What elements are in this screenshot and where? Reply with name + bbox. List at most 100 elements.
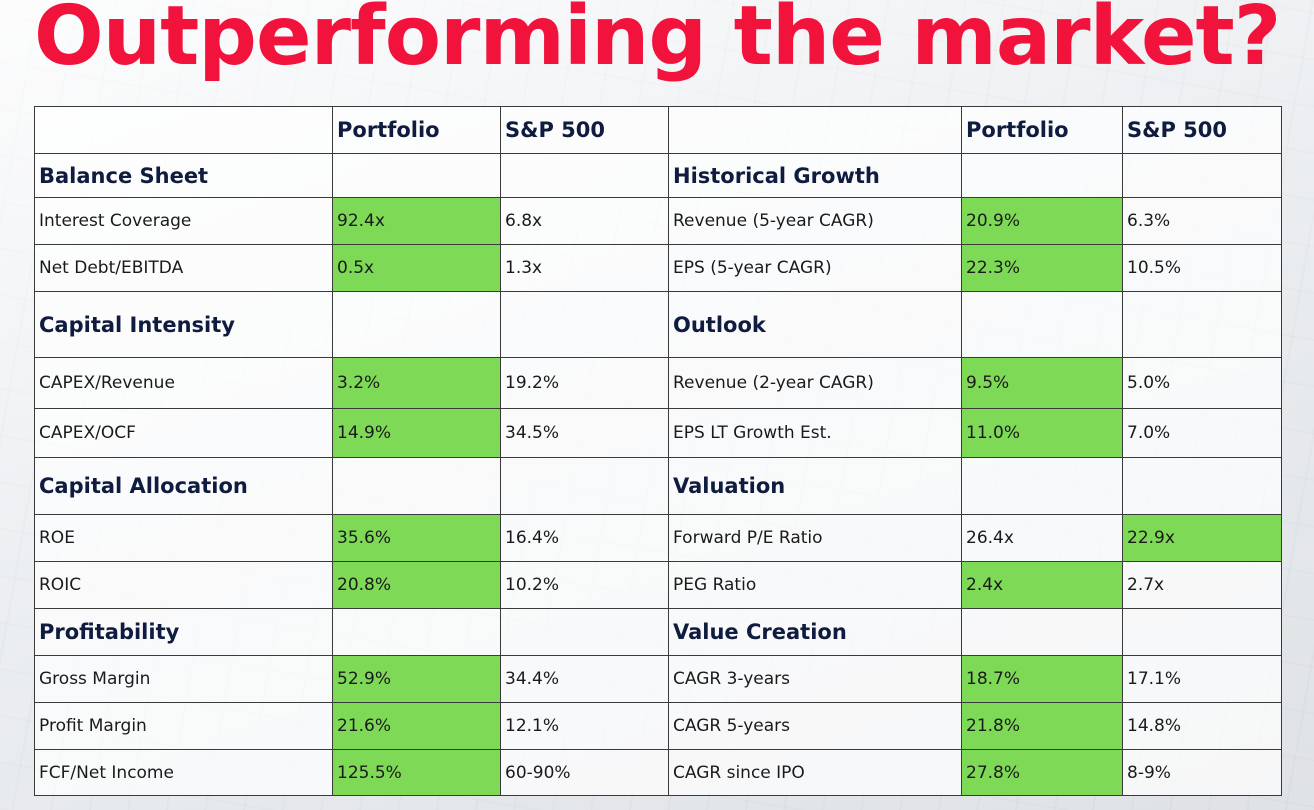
table-cell	[332, 608, 501, 656]
section-title: Outlook	[668, 291, 962, 358]
portfolio-value: 21.8%	[961, 702, 1123, 750]
portfolio-value: 26.4x	[961, 514, 1123, 562]
portfolio-value: 125.5%	[332, 749, 501, 796]
metric-label: Gross Margin	[34, 655, 333, 703]
header-portfolio: Portfolio	[961, 106, 1123, 154]
portfolio-value: 21.6%	[332, 702, 501, 750]
portfolio-value: 52.9%	[332, 655, 501, 703]
metric-label: Interest Coverage	[34, 197, 333, 245]
metric-label: CAPEX/OCF	[34, 408, 333, 458]
table-row: Profit Margin 21.6% 12.1% CAGR 5-years 2…	[34, 702, 1282, 750]
table-cell	[332, 153, 501, 198]
table-cell	[1122, 153, 1282, 198]
table-cell	[500, 291, 669, 358]
metric-label: EPS LT Growth Est.	[668, 408, 962, 458]
metric-label: CAGR 5-years	[668, 702, 962, 750]
sp500-value: 12.1%	[500, 702, 669, 750]
table-row: Net Debt/EBITDA 0.5x 1.3x EPS (5-year CA…	[34, 244, 1282, 292]
metric-label: Net Debt/EBITDA	[34, 244, 333, 292]
table-row: ROE 35.6% 16.4% Forward P/E Ratio 26.4x …	[34, 514, 1282, 562]
table-cell	[500, 608, 669, 656]
portfolio-value: 2.4x	[961, 561, 1123, 609]
sp500-value: 8-9%	[1122, 749, 1282, 796]
table-cell	[332, 457, 501, 515]
sp500-value: 34.5%	[500, 408, 669, 458]
sp500-value: 17.1%	[1122, 655, 1282, 703]
table-cell	[961, 457, 1123, 515]
portfolio-value: 27.8%	[961, 749, 1123, 796]
section-title: Historical Growth	[668, 153, 962, 198]
header-sp500: S&P 500	[1122, 106, 1282, 154]
metric-label: CAGR since IPO	[668, 749, 962, 796]
sp500-value: 22.9x	[1122, 514, 1282, 562]
sp500-value: 10.5%	[1122, 244, 1282, 292]
metric-label: ROE	[34, 514, 333, 562]
section-title: Value Creation	[668, 608, 962, 656]
sp500-value: 60-90%	[500, 749, 669, 796]
portfolio-value: 92.4x	[332, 197, 501, 245]
table-row: Interest Coverage 92.4x 6.8x Revenue (5-…	[34, 197, 1282, 245]
portfolio-value: 9.5%	[961, 357, 1123, 409]
header-cell	[668, 106, 962, 154]
sp500-value: 5.0%	[1122, 357, 1282, 409]
section-row: Capital Intensity Outlook	[34, 291, 1282, 358]
header-sp500: S&P 500	[500, 106, 669, 154]
header-row: Portfolio S&P 500 Portfolio S&P 500	[34, 106, 1282, 154]
portfolio-value: 3.2%	[332, 357, 501, 409]
metric-label: CAPEX/Revenue	[34, 357, 333, 409]
header-portfolio: Portfolio	[332, 106, 501, 154]
portfolio-value: 14.9%	[332, 408, 501, 458]
table-row: CAPEX/Revenue 3.2% 19.2% Revenue (2-year…	[34, 357, 1282, 409]
table-cell	[500, 457, 669, 515]
table-row: FCF/Net Income 125.5% 60-90% CAGR since …	[34, 749, 1282, 796]
table-cell	[961, 291, 1123, 358]
sp500-value: 16.4%	[500, 514, 669, 562]
header-cell	[34, 106, 333, 154]
sp500-value: 6.8x	[500, 197, 669, 245]
table-cell	[961, 608, 1123, 656]
table-cell	[961, 153, 1123, 198]
metric-label: ROIC	[34, 561, 333, 609]
sp500-value: 6.3%	[1122, 197, 1282, 245]
table-row: CAPEX/OCF 14.9% 34.5% EPS LT Growth Est.…	[34, 408, 1282, 458]
section-row: Profitability Value Creation	[34, 608, 1282, 656]
table-cell	[1122, 291, 1282, 358]
portfolio-value: 20.9%	[961, 197, 1123, 245]
table-cell	[1122, 457, 1282, 515]
section-title: Valuation	[668, 457, 962, 515]
page-title: Outperforming the market?	[34, 0, 1281, 84]
portfolio-value: 0.5x	[332, 244, 501, 292]
portfolio-value: 20.8%	[332, 561, 501, 609]
metric-label: Forward P/E Ratio	[668, 514, 962, 562]
metric-label: Revenue (5-year CAGR)	[668, 197, 962, 245]
sp500-value: 19.2%	[500, 357, 669, 409]
section-title: Profitability	[34, 608, 333, 656]
table-cell	[500, 153, 669, 198]
portfolio-value: 22.3%	[961, 244, 1123, 292]
section-row: Capital Allocation Valuation	[34, 457, 1282, 515]
sp500-value: 10.2%	[500, 561, 669, 609]
metric-label: EPS (5-year CAGR)	[668, 244, 962, 292]
section-title: Capital Intensity	[34, 291, 333, 358]
portfolio-value: 18.7%	[961, 655, 1123, 703]
table-cell	[1122, 608, 1282, 656]
section-title: Balance Sheet	[34, 153, 333, 198]
portfolio-value: 35.6%	[332, 514, 501, 562]
metric-label: Profit Margin	[34, 702, 333, 750]
table-row: ROIC 20.8% 10.2% PEG Ratio 2.4x 2.7x	[34, 561, 1282, 609]
metric-label: FCF/Net Income	[34, 749, 333, 796]
metric-label: CAGR 3-years	[668, 655, 962, 703]
section-title: Capital Allocation	[34, 457, 333, 515]
section-row: Balance Sheet Historical Growth	[34, 153, 1282, 198]
sp500-value: 7.0%	[1122, 408, 1282, 458]
table-row: Gross Margin 52.9% 34.4% CAGR 3-years 18…	[34, 655, 1282, 703]
sp500-value: 34.4%	[500, 655, 669, 703]
metric-label: Revenue (2-year CAGR)	[668, 357, 962, 409]
sp500-value: 1.3x	[500, 244, 669, 292]
comparison-table: Portfolio S&P 500 Portfolio S&P 500 Bala…	[34, 106, 1282, 796]
metric-label: PEG Ratio	[668, 561, 962, 609]
sp500-value: 14.8%	[1122, 702, 1282, 750]
table-cell	[332, 291, 501, 358]
sp500-value: 2.7x	[1122, 561, 1282, 609]
portfolio-value: 11.0%	[961, 408, 1123, 458]
